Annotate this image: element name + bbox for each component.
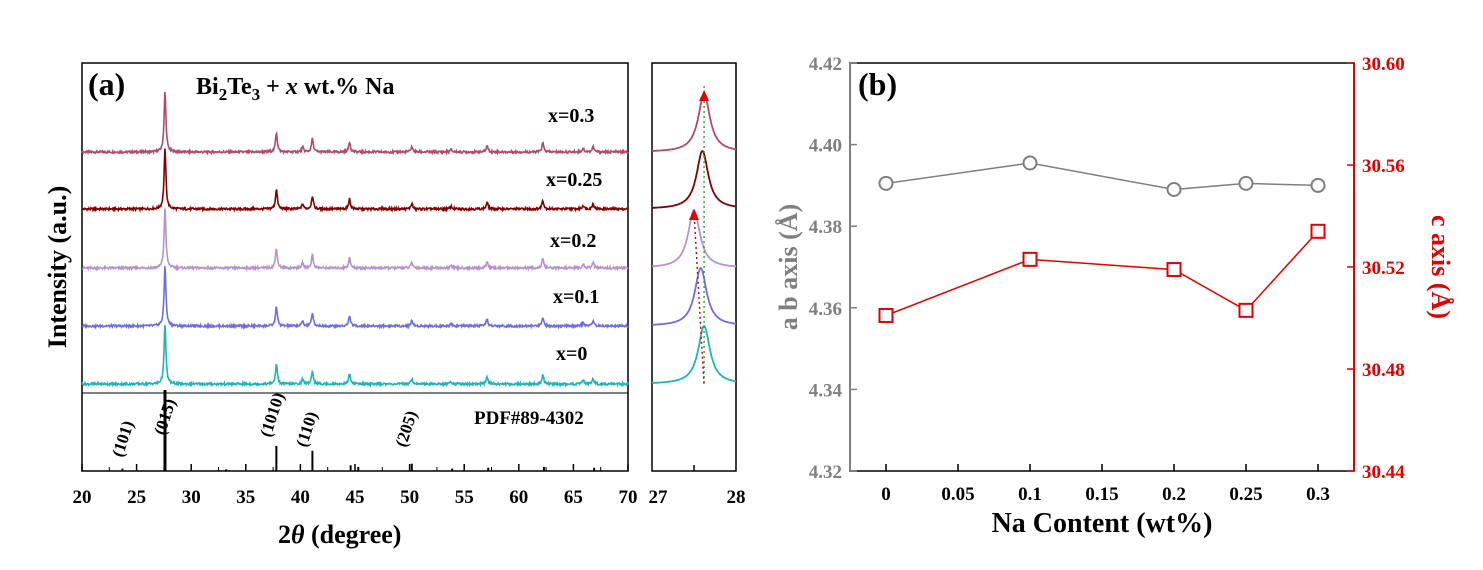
a-xtick-label-7: 55 [455, 487, 474, 508]
b-point-circle-2 [1166, 181, 1182, 197]
b-point-square-3 [1238, 302, 1254, 318]
xlabel-suffix: (degree) [305, 520, 402, 549]
zoom-pattern-4 [652, 324, 737, 384]
panel-b-frame [849, 62, 1355, 472]
panel-a: (101) (015) (1010) (110) (205) x=0.3 x=0.25 x=… [43, 62, 638, 549]
b-xtick-label-1: 0.05 [941, 484, 974, 505]
b-ytick-left-label-4: 4.40 [809, 136, 842, 157]
hkl-label-3: (110) [292, 409, 321, 449]
panel-a-label: (a) [88, 66, 125, 102]
a-xtick-label-5: 45 [346, 487, 365, 508]
b-xtick-label-6: 0.3 [1306, 484, 1330, 505]
b-xtick-label-3: 0.15 [1085, 484, 1118, 505]
panel-a-xlabel: 2θ (degree) [278, 520, 401, 549]
panel-zoom: 27 28 [649, 62, 746, 508]
b-xtick-label-0: 0 [881, 484, 891, 505]
panel-b: 0 0.05 0.1 0.15 0.2 0.25 0.3 4.32 4.34 4.36 4.38 4.… [774, 54, 1455, 539]
b-ytick-right-label-0: 30.44 [1362, 462, 1405, 483]
b-point-circle-1 [1022, 155, 1038, 171]
zoom-pattern-3 [652, 266, 736, 326]
b-ytick-left-label-2: 4.36 [809, 299, 842, 320]
title-rest: wt.% Na [298, 74, 395, 100]
xlabel-prefix: 2 [278, 520, 291, 549]
b-xtick-label-4: 0.2 [1162, 484, 1186, 505]
a-xtick-label-4: 40 [291, 487, 310, 508]
hkl-label-4: (205) [392, 408, 421, 449]
b-xtick-label-2: 0.1 [1018, 484, 1042, 505]
b-ytick-left-label-5: 4.42 [809, 54, 842, 75]
xrd-pattern-4 [81, 325, 629, 388]
panel-a-title: Bi2Te3 + x wt.% Na [196, 74, 395, 104]
panel-zoom-frame [651, 62, 737, 472]
zoom-xtick-label-1: 28 [727, 487, 746, 508]
panel-b-label: (b) [858, 66, 897, 102]
title-plus: + [260, 74, 286, 100]
zoom-pattern-1 [651, 149, 737, 209]
b-point-square-2 [1166, 262, 1182, 278]
b-point-square-4 [1310, 223, 1326, 239]
b-ytick-right-label-4: 30.60 [1362, 54, 1405, 75]
title-bi-sub: 2 [219, 85, 228, 104]
b-ytick-left-label-1: 4.34 [809, 380, 843, 401]
title-x: x [285, 74, 298, 100]
a-xtick-label-1: 25 [127, 487, 146, 508]
series-label-4: x=0 [556, 343, 587, 365]
panel-b-ylabel-right: c axis (Å) [1426, 215, 1455, 319]
series-label-3: x=0.1 [553, 286, 599, 308]
a-xtick-label-6: 50 [400, 487, 419, 508]
panel-b-ylabel-left: a b axis (Å) [774, 204, 803, 330]
a-xtick-label-3: 35 [236, 487, 255, 508]
xrd-pattern-2 [81, 208, 629, 273]
b-point-square-0 [878, 307, 894, 323]
b-point-circle-3 [1238, 175, 1254, 191]
a-xtick-label-9: 65 [564, 487, 583, 508]
a-xtick-label-0: 20 [73, 487, 92, 508]
a-xtick-label-10: 70 [619, 487, 638, 508]
b-ytick-right-label-1: 30.48 [1362, 360, 1405, 381]
title-te: Te [227, 74, 252, 100]
xrd-pattern-0 [81, 91, 629, 156]
b-ytick-right-label-3: 30.56 [1362, 156, 1405, 177]
title-te-sub: 3 [252, 85, 261, 104]
xlabel-theta: θ [291, 520, 305, 549]
xrd-pattern-3 [81, 266, 629, 331]
hkl-label-1: (015) [150, 396, 179, 437]
panel-b-xlabel: Na Content (wt%) [992, 508, 1213, 539]
b-ytick-left-label-0: 4.32 [809, 462, 842, 483]
reference-label: PDF#89-4302 [474, 408, 584, 429]
series-label-2: x=0.2 [550, 230, 596, 252]
b-series-line-0 [885, 162, 1319, 191]
zoom-shift-line [693, 211, 705, 387]
zoom-peak-marker-2 [689, 209, 699, 220]
b-point-circle-0 [878, 175, 894, 191]
a-xtick-label-2: 30 [182, 487, 201, 508]
zoom-peak-marker-0 [699, 90, 710, 101]
b-point-square-1 [1022, 251, 1038, 267]
series-label-0: x=0.3 [548, 105, 594, 127]
xrd-pattern-1 [81, 148, 629, 213]
b-ytick-left-label-3: 4.38 [809, 217, 842, 238]
panel-a-ylabel: Intensity (a.u.) [43, 186, 72, 349]
series-label-1: x=0.25 [546, 169, 602, 191]
hkl-label-2: (1010) [256, 390, 288, 439]
zoom-xtick-label-0: 27 [649, 487, 669, 508]
a-xtick-label-8: 60 [509, 487, 528, 508]
b-xtick-label-5: 0.25 [1229, 484, 1262, 505]
hkl-label-0: (101) [108, 418, 137, 459]
zoom-pattern-0 [652, 92, 737, 152]
b-point-circle-4 [1310, 177, 1326, 193]
b-ytick-right-label-2: 30.52 [1362, 258, 1405, 279]
title-bi: Bi [196, 74, 219, 100]
